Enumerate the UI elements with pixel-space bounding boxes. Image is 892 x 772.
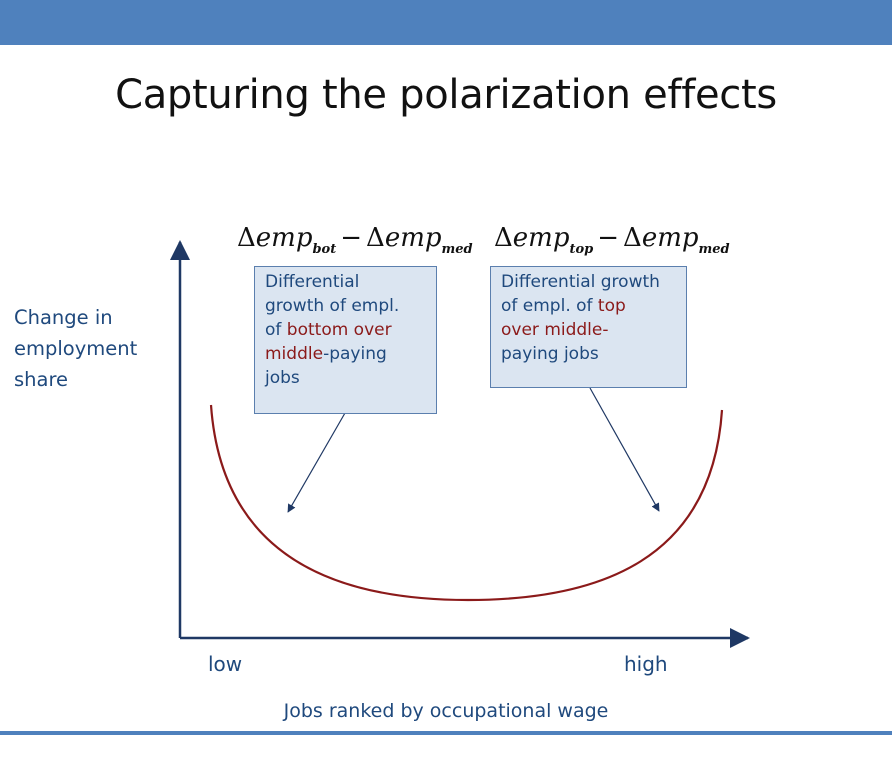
- callout-line: of bottom over: [265, 318, 428, 342]
- y-axis-label: Change in employment share: [14, 302, 174, 395]
- formula-bottom-minus-median: Δempbot − Δempmed: [237, 223, 473, 256]
- formula-subscript: top: [569, 242, 594, 257]
- callout-text: of: [265, 320, 287, 340]
- callout-line: middle-paying: [265, 342, 428, 366]
- x-tick-high: high: [624, 652, 668, 676]
- y-axis-label-line: employment: [14, 337, 138, 360]
- callout-highlight: top: [597, 296, 626, 316]
- callout-highlight: middle: [265, 344, 324, 364]
- delta-symbol: Δ: [237, 223, 256, 253]
- x-tick-low: low: [208, 652, 243, 676]
- callout-line: of empl. of top: [501, 294, 678, 318]
- formula-term: emp: [641, 223, 699, 253]
- formula-term: emp: [255, 223, 313, 253]
- minus-sign: −: [597, 223, 620, 253]
- footer-line: [0, 731, 892, 735]
- delta-symbol: Δ: [494, 223, 513, 253]
- polarization-curve: [209, 404, 724, 602]
- callout-highlight: over middle-: [501, 320, 609, 340]
- callout-line: paying jobs: [501, 344, 599, 364]
- callout-line: growth of empl.: [265, 296, 400, 316]
- formula-subscript: med: [698, 242, 730, 257]
- y-axis-label-line: share: [14, 368, 69, 391]
- delta-symbol: Δ: [366, 223, 385, 253]
- callout-bottom-over-middle: Differential growth of empl. of bottom o…: [254, 266, 437, 414]
- y-axis-label-line: Change in: [14, 306, 113, 329]
- formula-subscript: bot: [312, 242, 337, 257]
- slide-title: Capturing the polarization effects: [115, 72, 777, 118]
- formula-top-minus-median: Δemptop − Δempmed: [494, 223, 730, 256]
- callout-line: Differential: [265, 272, 360, 292]
- callout-text: of empl. of: [501, 296, 598, 316]
- left-callout-arrow: [287, 412, 346, 513]
- callout-line: jobs: [265, 368, 300, 388]
- formula-term: emp: [384, 223, 442, 253]
- minus-sign: −: [340, 223, 363, 253]
- right-callout-arrow: [589, 387, 660, 512]
- callout-top-over-middle: Differential growth of empl. of top over…: [490, 266, 687, 388]
- formula-subscript: med: [441, 242, 473, 257]
- formula-term: emp: [512, 223, 570, 253]
- delta-symbol: Δ: [623, 223, 642, 253]
- x-axis-label: Jobs ranked by occupational wage: [283, 700, 609, 722]
- header-bar: [0, 0, 892, 45]
- callout-line: Differential growth: [501, 272, 660, 292]
- callout-text: -paying: [323, 344, 387, 364]
- callout-highlight: bottom over: [286, 320, 392, 340]
